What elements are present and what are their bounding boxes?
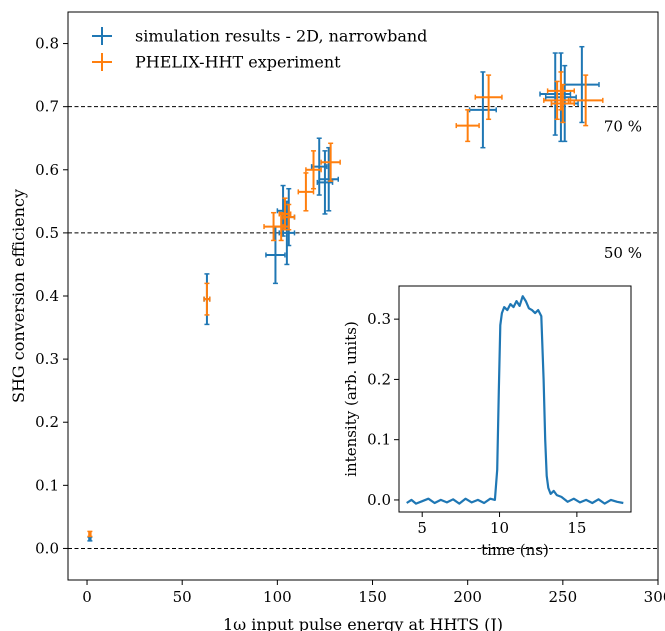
series-experiment — [87, 71, 604, 538]
data-point-errorbar — [282, 203, 296, 231]
x-tick-label: 100 — [263, 588, 292, 606]
inset-y-tick-label: 0.2 — [367, 370, 391, 388]
x-axis-label: 1ω input pulse energy at HHTS (J) — [223, 615, 503, 631]
data-point-errorbar — [265, 225, 286, 285]
y-tick-label: 0.3 — [35, 350, 59, 368]
inset-x-tick-label: 10 — [490, 519, 509, 537]
data-point-errorbar — [550, 83, 576, 124]
data-point-errorbar — [474, 74, 503, 121]
reference-line-label: 50 % — [604, 244, 642, 262]
reference-lines: 70 % 50 % — [68, 106, 658, 549]
inset-chart: 5 10 15 0.0 0.1 0.2 0.3 time (ns) intensity (… — [342, 285, 632, 559]
x-tick-label: 50 — [173, 588, 192, 606]
inset-y-axis-label: intensity (arb. units) — [342, 321, 360, 477]
data-point-errorbar — [310, 137, 328, 196]
legend-label-experiment: PHELIX-HHT experiment — [135, 53, 341, 72]
legend-label-simulation: simulation results - 2D, narrowband — [135, 27, 427, 46]
y-axis-label: SHG conversion efficiency — [9, 189, 28, 403]
data-point-errorbar — [297, 172, 315, 212]
inset-y-tick-label: 0.0 — [367, 491, 391, 509]
inset-x-axis-label: time (ns) — [481, 541, 549, 559]
x-axis-ticks: 0 50 100 150 200 250 300 — [82, 580, 665, 606]
inset-plot-frame — [398, 285, 632, 513]
legend-marker-experiment — [92, 53, 112, 71]
legend-marker-simulation — [92, 27, 112, 45]
y-tick-label: 0.8 — [35, 35, 59, 53]
inset-x-tick-label: 5 — [417, 519, 427, 537]
y-tick-label: 0.0 — [35, 539, 59, 557]
y-tick-label: 0.1 — [35, 476, 59, 494]
data-point-errorbar — [203, 282, 211, 316]
main-chart: 70 % 50 % 0 50 100 150 200 250 300 0.0 0.1 0.2 0.3… — [9, 11, 665, 631]
data-point-errorbar — [455, 109, 480, 143]
inset-y-tick-label: 0.3 — [367, 310, 391, 328]
data-points — [87, 45, 604, 542]
data-point-errorbar — [567, 74, 604, 127]
data-point-errorbar — [318, 146, 340, 212]
inset-x-axis-ticks: 5 10 15 — [417, 512, 586, 537]
inset-pulse-line — [406, 295, 624, 505]
y-tick-label: 0.7 — [35, 98, 59, 116]
x-tick-label: 0 — [82, 588, 92, 606]
inset-x-tick-label: 15 — [567, 519, 586, 537]
x-tick-label: 250 — [549, 588, 578, 606]
x-tick-label: 150 — [358, 588, 387, 606]
y-axis-ticks: 0.0 0.1 0.2 0.3 0.4 0.5 0.6 0.7 0.8 — [35, 35, 68, 557]
y-tick-label: 0.2 — [35, 413, 59, 431]
data-point-errorbar — [87, 530, 93, 538]
data-point-errorbar — [468, 71, 497, 149]
legend: simulation results - 2D, narrowband PHEL… — [92, 27, 427, 72]
data-point-errorbar — [320, 142, 341, 182]
inset-y-tick-label: 0.1 — [367, 431, 391, 449]
x-tick-label: 200 — [453, 588, 482, 606]
y-tick-label: 0.6 — [35, 161, 59, 179]
x-tick-label: 300 — [644, 588, 665, 606]
data-point-errorbar — [305, 150, 322, 190]
reference-line-label: 70 % — [604, 118, 642, 136]
inset-y-axis-ticks: 0.0 0.1 0.2 0.3 — [367, 310, 399, 509]
y-tick-label: 0.4 — [35, 287, 59, 305]
y-tick-label: 0.5 — [35, 224, 59, 242]
